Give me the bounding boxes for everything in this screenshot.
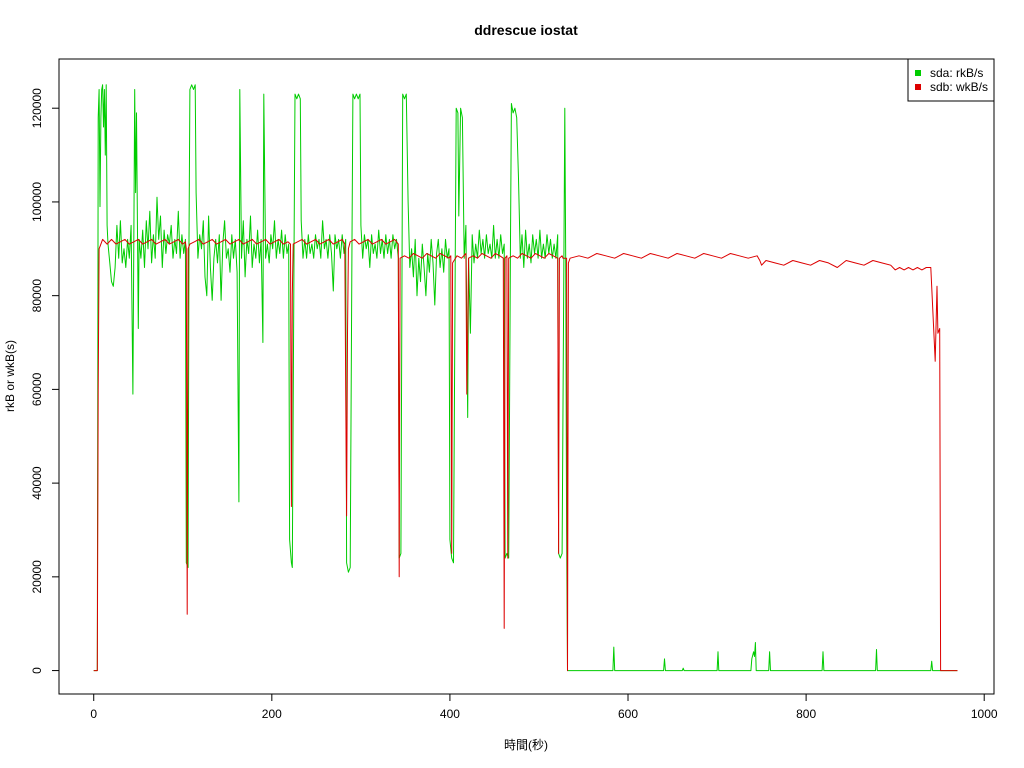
y-tick-label: 100000 — [30, 182, 44, 222]
legend-label: sdb: wkB/s — [930, 80, 988, 94]
legend-label: sda: rkB/s — [930, 66, 983, 80]
legend-swatch — [915, 84, 921, 90]
x-axis: 0 200 400 600 800 1000 — [90, 693, 998, 721]
x-axis-title: 時間(秒) — [504, 738, 548, 752]
series-line-sdb-write — [93, 238, 958, 672]
legend-box — [907, 58, 995, 102]
y-tick-label: 120000 — [30, 88, 44, 128]
y-tick-label: 20000 — [30, 560, 44, 594]
legend-swatch — [915, 70, 921, 76]
x-tick-label: 800 — [796, 707, 816, 721]
y-tick-label: 40000 — [30, 466, 44, 500]
x-tick-label: 400 — [440, 707, 460, 721]
x-tick-label: 1000 — [971, 707, 998, 721]
x-tick-label: 600 — [618, 707, 638, 721]
y-axis: 0 20000 40000 60000 80000 100000 120000 — [30, 88, 60, 674]
y-tick-label: 0 — [30, 667, 44, 674]
series-line-sda-read — [93, 84, 958, 672]
series-layer — [93, 84, 958, 672]
chart-title: ddrescue iostat — [474, 22, 578, 38]
y-tick-label: 80000 — [30, 279, 44, 313]
y-axis-title: rkB or wkB(s) — [3, 340, 17, 412]
x-tick-label: 200 — [262, 707, 282, 721]
x-tick-label: 0 — [90, 707, 97, 721]
y-tick-label: 60000 — [30, 372, 44, 406]
